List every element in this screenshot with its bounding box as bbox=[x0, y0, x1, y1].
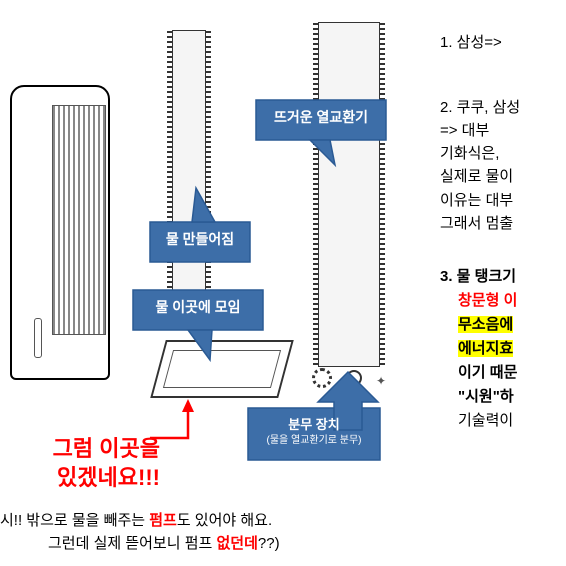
ac-unit-body bbox=[10, 85, 110, 380]
note-l1-a: 시!! 밖으로 물을 빼주는 bbox=[0, 512, 149, 529]
item3-line: 기술력이 bbox=[440, 409, 566, 433]
spray-gear-icon bbox=[312, 368, 332, 388]
item2-line: 이유는 대부 bbox=[440, 189, 566, 212]
bottom-note-l2: 그런데 실제 뜯어보니 펌프 없던데??) bbox=[0, 533, 420, 556]
list-item-3: 3. 물 탱크기 창문형 이 무소음에 에너지효 이기 때문 "시원"하 기술력… bbox=[440, 265, 566, 433]
note-l2-missing: 없던데 bbox=[216, 535, 257, 552]
bottom-note: 시!! 밖으로 물을 빼주는 펌프도 있어야 해요. 그런데 실제 뜯어보니 펌… bbox=[0, 510, 420, 555]
item2-line: 2. 쿠쿠, 삼성 bbox=[440, 96, 566, 119]
note-l1-pump: 펌프 bbox=[149, 512, 177, 529]
sparkle-icon: ✦ bbox=[376, 374, 386, 388]
item3-line: 에너지효 bbox=[440, 337, 566, 361]
item3-line: 창문형 이 bbox=[440, 289, 566, 313]
condenser-panel bbox=[318, 22, 380, 367]
callout-spray-sub: (물을 열교환기로 분무) bbox=[254, 434, 374, 448]
item3-line: "시원"하 bbox=[440, 385, 566, 409]
item2-line: 그래서 멈출 bbox=[440, 212, 566, 235]
water-tray-inner bbox=[163, 350, 281, 388]
callout-water-collect-label: 물 이곳에 모임 bbox=[133, 290, 263, 330]
callout-water-made-label: 물 만들어짐 bbox=[150, 222, 250, 262]
list-item-2: 2. 쿠쿠, 삼성 => 대부 기화식은, 실제로 물이 이유는 대부 그래서 … bbox=[440, 96, 566, 236]
item2-line: 기화식은, bbox=[440, 142, 566, 165]
unit-grill bbox=[52, 105, 106, 335]
bottom-red-l2: 있겠네요!!! bbox=[0, 464, 160, 493]
bottom-red-l1: 그럼 이곳을 bbox=[0, 435, 160, 464]
item3-line: 3. 물 탱크기 bbox=[440, 265, 566, 289]
item3-hl: 무소음에 bbox=[458, 316, 513, 333]
evaporator-panel bbox=[172, 30, 206, 305]
note-l2-a: 그런데 실제 뜯어보니 펌프 bbox=[48, 535, 216, 552]
item3-line: 이기 때문 bbox=[440, 361, 566, 385]
note-l2-c: ??) bbox=[258, 535, 280, 552]
item3-hl: 에너지효 bbox=[458, 340, 513, 357]
unit-slot bbox=[34, 318, 42, 358]
note-l1-c: 도 있어야 해요. bbox=[177, 512, 272, 529]
callout-spray-main: 분무 장치 bbox=[288, 417, 339, 432]
item2-line: 실제로 물이 bbox=[440, 165, 566, 188]
callout-hot-exchanger-label: 뜨거운 열교환기 bbox=[256, 100, 386, 140]
right-text-block: 1. 삼성=> 2. 쿠쿠, 삼성 => 대부 기화식은, 실제로 물이 이유는… bbox=[440, 30, 566, 433]
spray-plug-icon bbox=[346, 370, 362, 386]
water-tray bbox=[150, 340, 294, 398]
list-item-1: 1. 삼성=> bbox=[440, 30, 566, 56]
bottom-red-text: 그럼 이곳을 있겠네요!!! bbox=[0, 435, 160, 492]
item3-red: 창문형 이 bbox=[458, 292, 517, 309]
bottom-note-l1: 시!! 밖으로 물을 빼주는 펌프도 있어야 해요. bbox=[0, 510, 420, 533]
item3-line: 무소음에 bbox=[440, 313, 566, 337]
item2-line: => 대부 bbox=[440, 119, 566, 142]
callout-spray-device-label: 분무 장치 (물을 열교환기로 분무) bbox=[248, 408, 380, 460]
